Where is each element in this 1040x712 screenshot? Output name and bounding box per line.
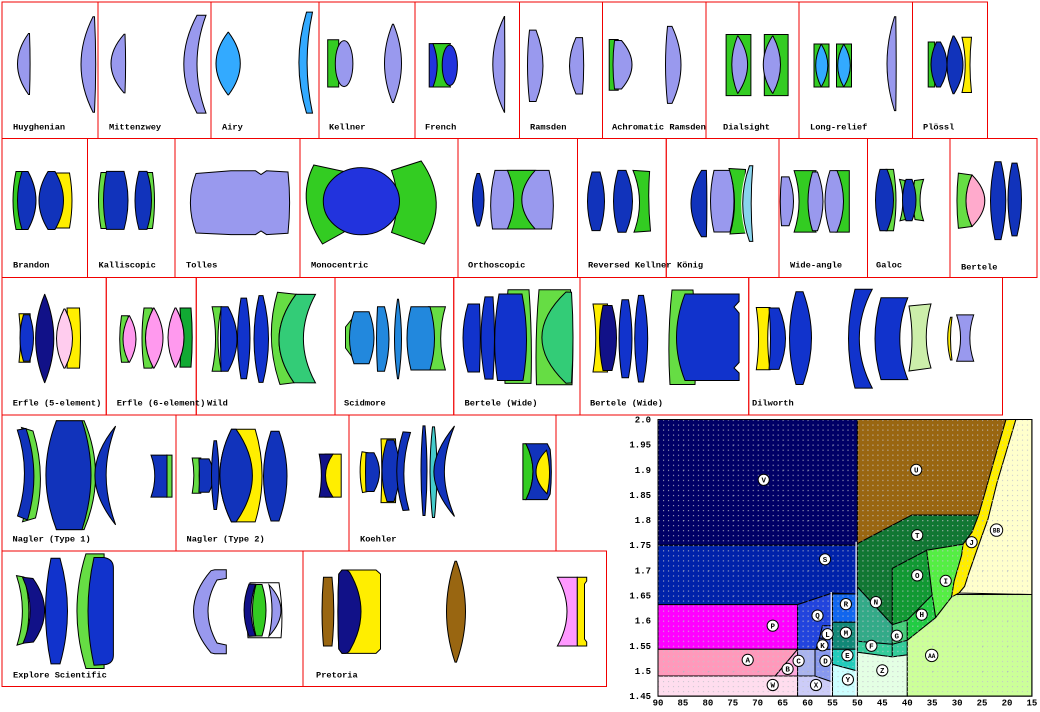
svg-text:30: 30 bbox=[952, 699, 963, 709]
svg-text:A: A bbox=[745, 658, 750, 666]
svg-text:G: G bbox=[895, 633, 900, 641]
svg-text:B: B bbox=[785, 667, 790, 675]
svg-text:Nagler (Type 1): Nagler (Type 1) bbox=[13, 535, 91, 545]
svg-text:90: 90 bbox=[653, 699, 664, 709]
svg-text:Erfle (6-element): Erfle (6-element) bbox=[117, 399, 206, 409]
svg-text:85: 85 bbox=[677, 699, 688, 709]
svg-text:Wide-angle: Wide-angle bbox=[790, 261, 842, 271]
svg-text:80: 80 bbox=[702, 699, 713, 709]
svg-text:70: 70 bbox=[752, 699, 763, 709]
svg-text:Scidmore: Scidmore bbox=[344, 399, 386, 409]
svg-text:Achromatic Ramsden: Achromatic Ramsden bbox=[612, 123, 706, 133]
svg-text:1.6: 1.6 bbox=[635, 617, 651, 627]
svg-text:U: U bbox=[914, 467, 919, 475]
svg-text:Monocentric: Monocentric bbox=[311, 261, 368, 271]
svg-text:O: O bbox=[915, 573, 920, 581]
svg-text:F: F bbox=[869, 643, 874, 651]
svg-text:Kalliscopic: Kalliscopic bbox=[99, 261, 156, 271]
svg-text:R: R bbox=[844, 602, 849, 610]
svg-text:Airy: Airy bbox=[222, 123, 244, 133]
svg-text:S: S bbox=[823, 557, 828, 565]
svg-text:Z: Z bbox=[880, 668, 885, 676]
svg-text:1.75: 1.75 bbox=[629, 541, 651, 551]
svg-text:H: H bbox=[919, 612, 924, 620]
svg-text:45: 45 bbox=[877, 699, 888, 709]
svg-text:K: K bbox=[820, 643, 825, 651]
svg-text:Bertele (Wide): Bertele (Wide) bbox=[465, 399, 538, 409]
svg-text:40: 40 bbox=[902, 699, 913, 709]
svg-text:Tolles: Tolles bbox=[186, 261, 217, 271]
svg-text:1.85: 1.85 bbox=[629, 491, 651, 501]
svg-text:75: 75 bbox=[727, 699, 738, 709]
svg-text:Bertele (Wide): Bertele (Wide) bbox=[590, 399, 663, 409]
svg-text:Brandon: Brandon bbox=[13, 261, 50, 271]
svg-text:I: I bbox=[943, 579, 948, 587]
svg-text:Dialsight: Dialsight bbox=[723, 123, 770, 133]
svg-text:Dilworth: Dilworth bbox=[752, 399, 794, 409]
svg-text:M: M bbox=[844, 630, 849, 638]
svg-text:Galoc: Galoc bbox=[876, 261, 902, 271]
svg-text:1.55: 1.55 bbox=[629, 642, 651, 652]
svg-text:Q: Q bbox=[815, 613, 820, 621]
svg-text:Reversed Kellner: Reversed Kellner bbox=[588, 261, 671, 271]
svg-text:Plössl: Plössl bbox=[923, 123, 954, 133]
svg-text:65: 65 bbox=[777, 699, 788, 709]
svg-text:BB: BB bbox=[993, 528, 1001, 535]
svg-text:55: 55 bbox=[827, 699, 838, 709]
svg-text:D: D bbox=[823, 659, 828, 667]
svg-text:1.7: 1.7 bbox=[635, 566, 651, 576]
svg-text:50: 50 bbox=[852, 699, 863, 709]
svg-text:X: X bbox=[814, 683, 819, 691]
svg-text:1.45: 1.45 bbox=[629, 692, 651, 702]
svg-text:1.65: 1.65 bbox=[629, 592, 651, 602]
svg-text:P: P bbox=[770, 623, 775, 631]
svg-text:W: W bbox=[770, 683, 775, 691]
svg-text:Huyghenian: Huyghenian bbox=[13, 123, 65, 133]
svg-text:Wild: Wild bbox=[207, 399, 228, 409]
svg-text:Y: Y bbox=[846, 677, 851, 685]
svg-text:Erfle (5-element): Erfle (5-element) bbox=[13, 399, 102, 409]
svg-text:60: 60 bbox=[802, 699, 813, 709]
svg-text:Explore Scientific: Explore Scientific bbox=[13, 671, 107, 681]
svg-text:French: French bbox=[425, 123, 456, 133]
svg-text:20: 20 bbox=[1002, 699, 1013, 709]
svg-text:Kellner: Kellner bbox=[329, 123, 366, 133]
svg-text:Pretoria: Pretoria bbox=[316, 671, 358, 681]
svg-text:Nagler (Type 2): Nagler (Type 2) bbox=[187, 535, 265, 545]
svg-text:2.0: 2.0 bbox=[635, 416, 651, 426]
svg-text:Long-relief: Long-relief bbox=[810, 123, 867, 133]
svg-text:T: T bbox=[915, 533, 920, 541]
svg-text:AA: AA bbox=[928, 653, 936, 660]
svg-text:Bertele: Bertele bbox=[961, 263, 998, 273]
svg-text:25: 25 bbox=[977, 699, 988, 709]
svg-text:Ramsden: Ramsden bbox=[530, 123, 567, 133]
svg-text:V: V bbox=[761, 477, 766, 485]
svg-text:15: 15 bbox=[1026, 699, 1037, 709]
svg-text:1.9: 1.9 bbox=[635, 466, 651, 476]
svg-text:E: E bbox=[845, 653, 850, 661]
svg-text:König: König bbox=[677, 261, 703, 271]
svg-text:1.95: 1.95 bbox=[629, 441, 651, 451]
svg-text:C: C bbox=[796, 659, 801, 667]
svg-text:35: 35 bbox=[927, 699, 938, 709]
svg-text:L: L bbox=[825, 632, 830, 640]
svg-text:Koehler: Koehler bbox=[360, 535, 397, 545]
svg-text:Orthoscopic: Orthoscopic bbox=[468, 261, 525, 271]
svg-text:J: J bbox=[969, 540, 974, 548]
svg-text:N: N bbox=[874, 600, 879, 608]
svg-text:1.8: 1.8 bbox=[635, 516, 651, 526]
svg-text:Mittenzwey: Mittenzwey bbox=[109, 123, 162, 133]
svg-text:1.5: 1.5 bbox=[635, 667, 651, 677]
